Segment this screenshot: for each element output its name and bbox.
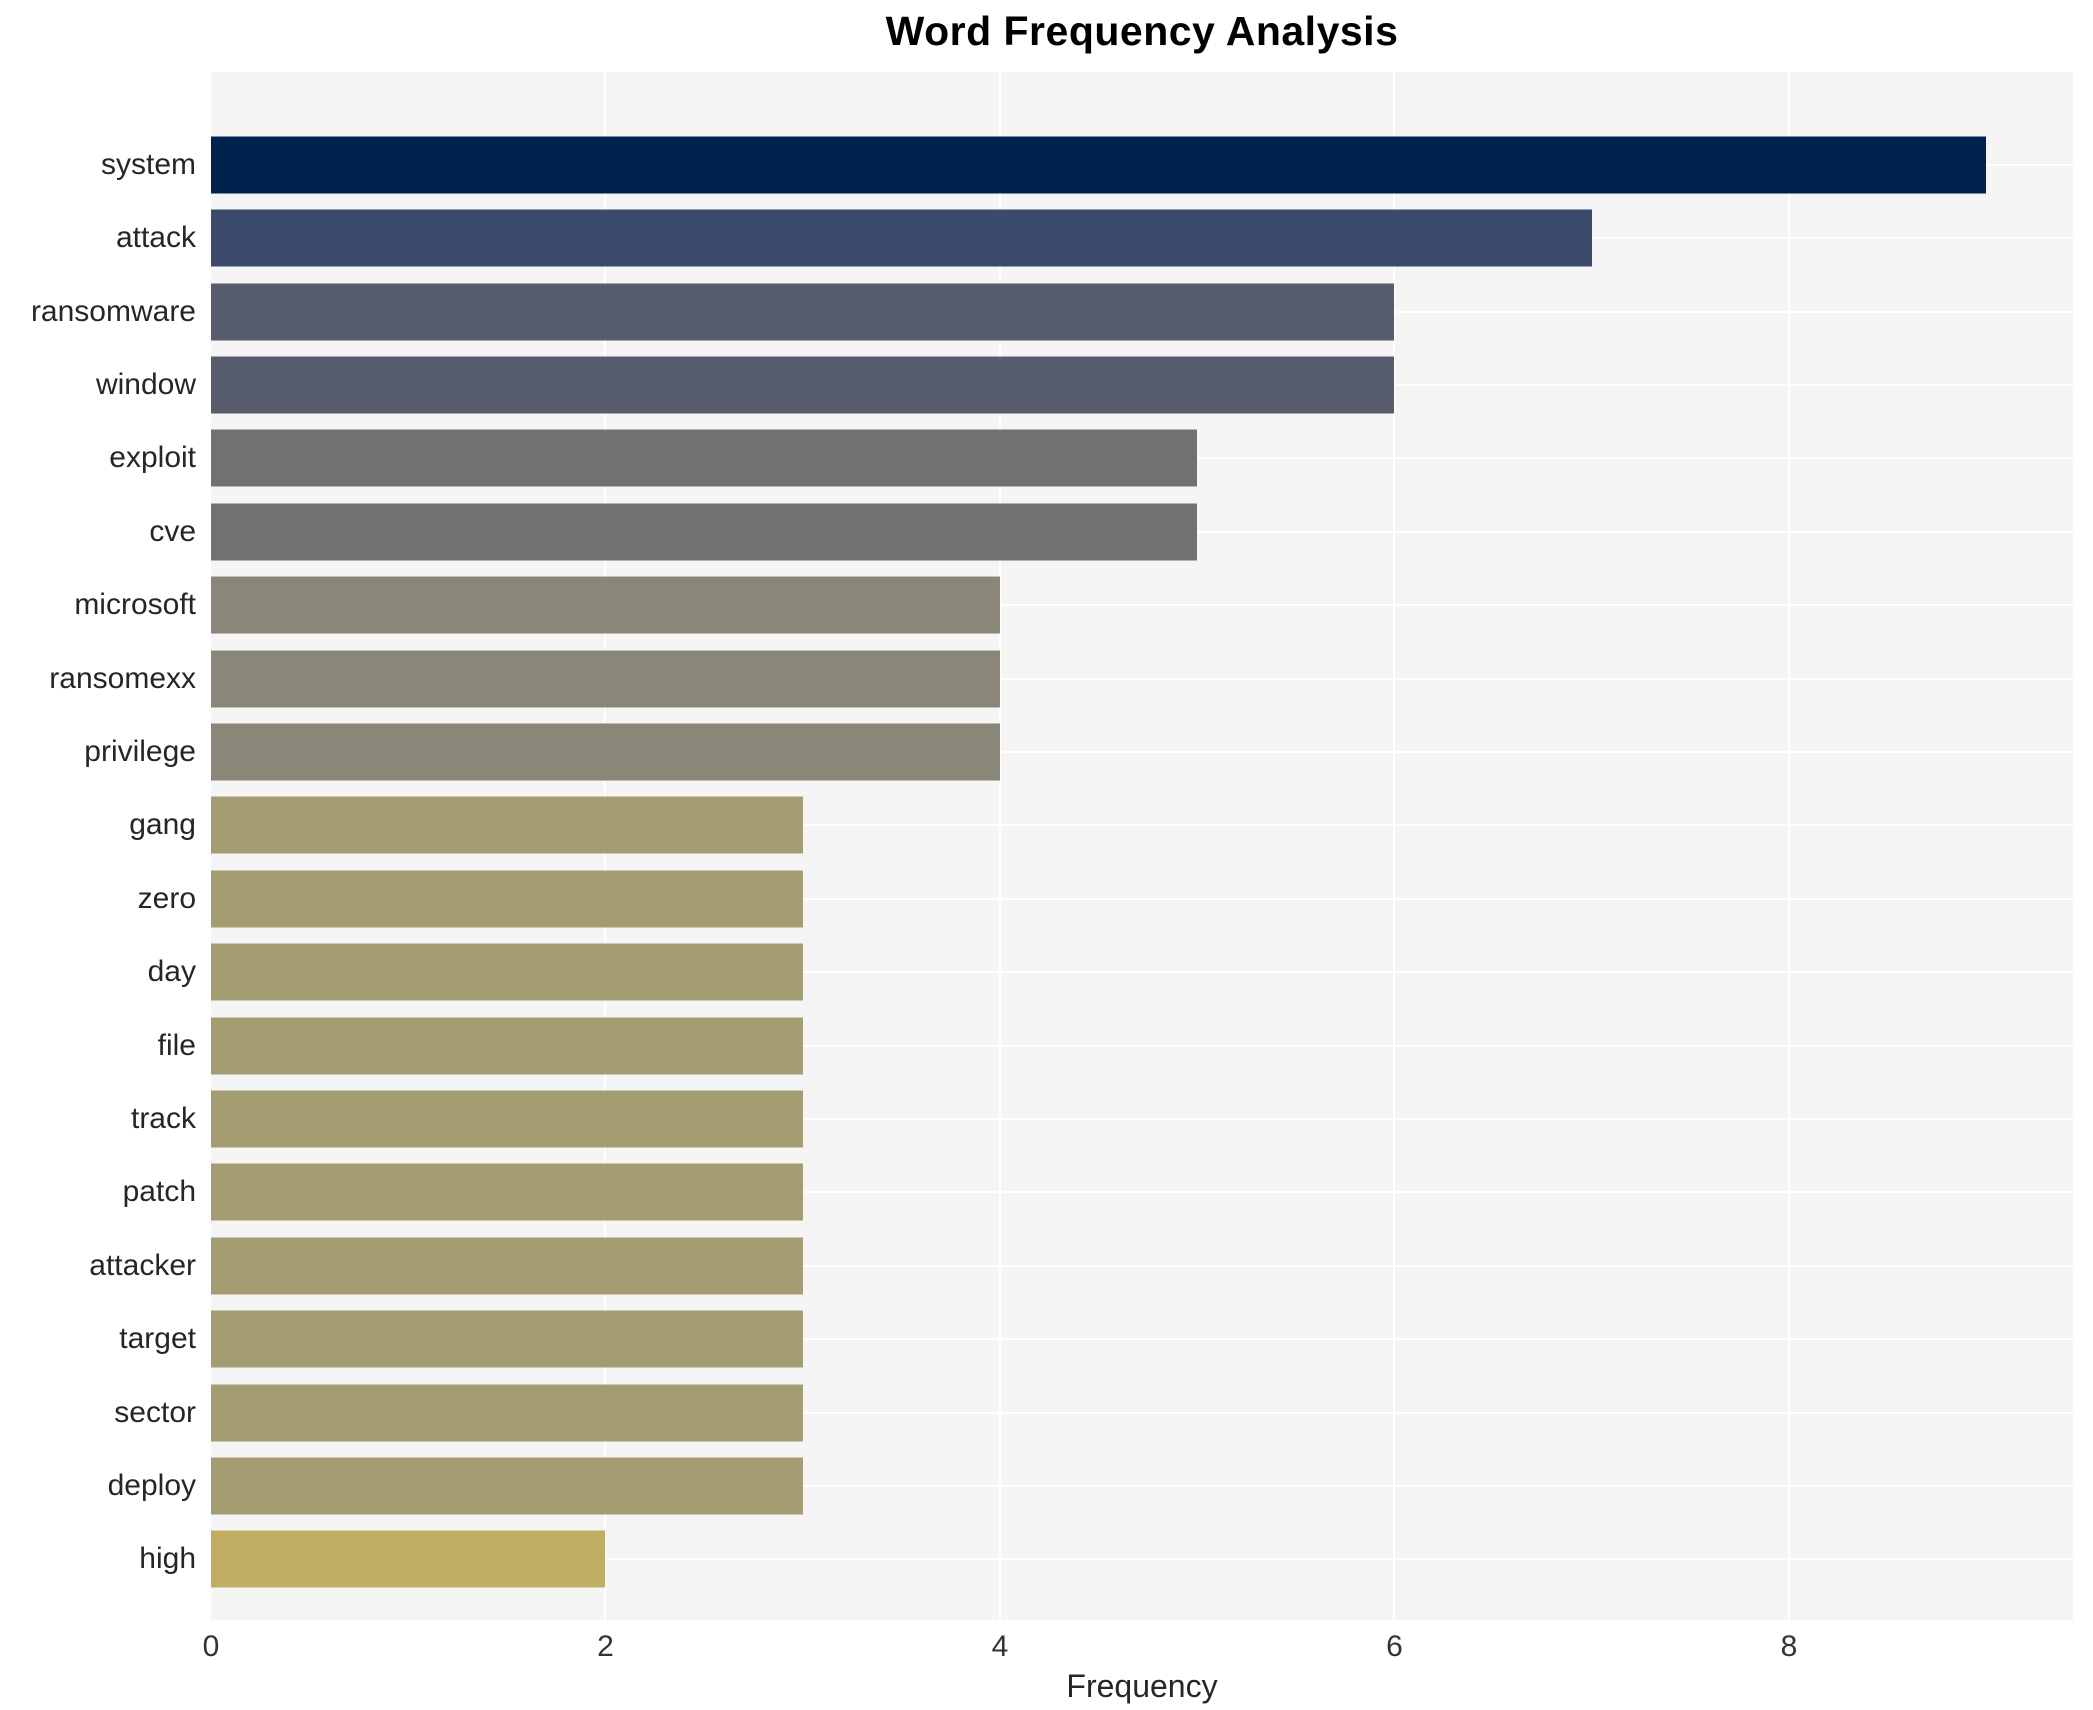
y-axis-label-microsoft: microsoft	[74, 588, 196, 622]
bar-ransomware	[211, 283, 1395, 341]
y-axis-label-track: track	[130, 1101, 196, 1135]
y-axis-label-ransomware: ransomware	[30, 294, 196, 328]
bar-row	[211, 1082, 2073, 1155]
bar-high	[211, 1530, 606, 1588]
y-axis-label-attack: attack	[115, 221, 196, 255]
y-axis-label-system: system	[100, 147, 196, 181]
h-gridline	[211, 1117, 2073, 1120]
bar-cve	[211, 503, 1198, 561]
bar-track	[211, 1090, 803, 1148]
chart-title: Word Frequency Analysis	[885, 8, 1399, 54]
y-axis-label-deploy: deploy	[107, 1469, 196, 1503]
v-gridline	[998, 72, 1001, 1620]
y-axis-label-privilege: privilege	[84, 734, 196, 768]
bar-row	[211, 1303, 2073, 1376]
h-gridline	[211, 824, 2073, 827]
bar-ransomexx	[211, 650, 1000, 708]
y-axis-label-exploit: exploit	[109, 441, 196, 475]
y-axis-label-window: window	[95, 367, 196, 401]
bar-row	[211, 1009, 2073, 1082]
h-gridline	[211, 677, 2073, 680]
y-axis-label-cve: cve	[149, 514, 196, 548]
bar-row	[211, 642, 2073, 715]
h-gridline	[211, 1191, 2073, 1194]
x-tick-label-6: 6	[1386, 1630, 1403, 1663]
y-axis-label-zero: zero	[137, 881, 196, 915]
bar-patch	[211, 1163, 803, 1221]
v-gridline	[1393, 72, 1396, 1620]
bar-row	[211, 1449, 2073, 1522]
bar-day	[211, 943, 803, 1001]
bar-row	[211, 862, 2073, 935]
bar-row	[211, 1229, 2073, 1302]
x-tick-label-2: 2	[597, 1630, 614, 1663]
h-gridline	[211, 1485, 2073, 1488]
bar-row	[211, 348, 2073, 421]
bar-privilege	[211, 723, 1000, 781]
h-gridline	[211, 604, 2073, 607]
bar-row	[211, 1523, 2073, 1596]
y-axis-label-patch: patch	[122, 1175, 196, 1209]
y-axis-labels: system attack ransomware window exploit cve mi…	[0, 72, 196, 1620]
bar-attack	[211, 209, 1592, 267]
bar-row	[211, 1156, 2073, 1229]
bar-row	[211, 495, 2073, 568]
bar-deploy	[211, 1457, 803, 1515]
y-axis-label-sector: sector	[114, 1395, 196, 1429]
x-axis-ticks: 0 2 4 6 8	[203, 1630, 2073, 1670]
bar-window	[211, 356, 1395, 414]
bar-row	[211, 935, 2073, 1008]
bar-row	[211, 715, 2073, 788]
h-gridline	[211, 1411, 2073, 1414]
bar-gang	[211, 796, 803, 854]
h-gridline	[211, 971, 2073, 974]
bar-row	[211, 422, 2073, 495]
bar-microsoft	[211, 576, 1000, 634]
y-axis-label-high: high	[139, 1542, 196, 1576]
plot-area	[211, 72, 2073, 1620]
h-gridline	[211, 1338, 2073, 1341]
x-tick-label-4: 4	[991, 1630, 1009, 1663]
h-gridline	[211, 1044, 2073, 1047]
y-axis-label-ransomexx: ransomexx	[49, 661, 196, 695]
h-gridline	[211, 897, 2073, 900]
x-tick-label-8: 8	[1780, 1630, 1798, 1663]
bar-zero	[211, 870, 803, 928]
x-axis-title: Frequency	[1066, 1668, 1218, 1704]
bar-row	[211, 201, 2073, 274]
h-gridline	[211, 1558, 2073, 1561]
x-tick-label-0: 0	[202, 1630, 220, 1663]
bar-row	[211, 789, 2073, 862]
bar-file	[211, 1017, 803, 1075]
plot-rows	[211, 72, 2073, 1620]
y-axis-label-gang: gang	[129, 808, 196, 842]
v-gridline	[1787, 72, 1790, 1620]
bar-system	[211, 136, 1987, 194]
bar-row	[211, 128, 2073, 201]
bar-target	[211, 1310, 803, 1368]
bar-row	[211, 1376, 2073, 1449]
y-axis-label-file: file	[157, 1028, 196, 1062]
y-axis-label-day: day	[147, 955, 196, 989]
h-gridline	[211, 1264, 2073, 1267]
bar-exploit	[211, 429, 1198, 487]
y-axis-label-attacker: attacker	[89, 1248, 196, 1282]
y-axis-label-target: target	[119, 1322, 196, 1356]
bar-row	[211, 568, 2073, 641]
bar-attacker	[211, 1237, 803, 1295]
bar-row	[211, 275, 2073, 348]
bar-sector	[211, 1384, 803, 1442]
h-gridline	[211, 750, 2073, 753]
